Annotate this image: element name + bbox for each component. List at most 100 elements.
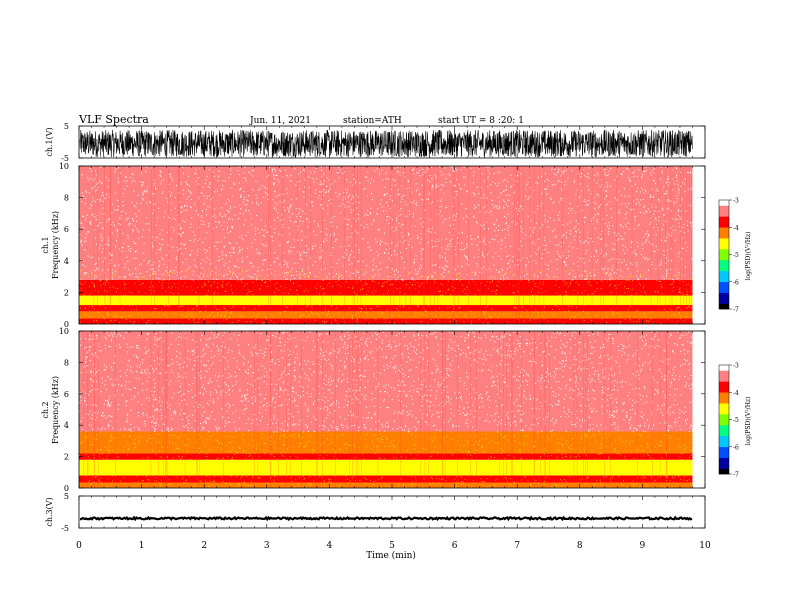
colorbar-swatch [719, 393, 729, 397]
colorbar-swatch [719, 285, 729, 288]
spectral-band [79, 453, 693, 460]
colorbar-swatch [719, 397, 729, 400]
ch2-colorbar-label: log(PSD)(V²/Hz) [745, 397, 752, 446]
colorbar-swatch [719, 375, 729, 379]
ch2-frequency-label: Frequency (kHz) [51, 376, 60, 444]
spectral-band [79, 331, 693, 432]
colorbar-swatch [719, 225, 729, 228]
colorbar-swatch [719, 295, 729, 299]
spectral-band [79, 318, 693, 324]
spectral-band [79, 431, 693, 454]
spectral-band [79, 295, 693, 306]
x-tick-label: 1 [139, 541, 145, 551]
colorbar-tick-label: -6 [733, 444, 739, 451]
spectral-low-noise [79, 433, 694, 489]
y-tick-label: 10 [59, 162, 69, 171]
colorbar-swatch [719, 256, 729, 259]
colorbar-swatch [719, 428, 729, 431]
colorbar-swatch [719, 301, 729, 304]
colorbar-swatch [719, 450, 729, 453]
x-tick-label: 9 [640, 541, 646, 551]
colorbar-swatch [719, 395, 729, 398]
colorbar-swatch [719, 236, 729, 239]
colorbar-swatch [719, 214, 729, 217]
colorbar-swatch [719, 426, 729, 429]
colorbar-swatch [719, 391, 729, 395]
colorbar-swatch [719, 299, 729, 303]
station-label: station=ATH [343, 116, 402, 126]
y-tick-label: 6 [64, 390, 69, 399]
colorbar-swatch [719, 226, 729, 230]
ch1-waveform-panel: ch.1(V) 5 -5 [45, 122, 706, 163]
colorbar-swatch [719, 205, 729, 208]
colorbar-swatch [719, 250, 729, 253]
ch3-waveform-trace [80, 515, 693, 522]
colorbar-swatch [719, 364, 729, 368]
colorbar-swatch [719, 292, 729, 295]
colorbar-swatch [719, 442, 729, 446]
colorbar-swatch [719, 381, 729, 384]
colorbar-swatch [719, 401, 729, 404]
colorbar-swatch [719, 439, 729, 442]
ch3-y-axis-label: ch.3(V) [45, 497, 54, 526]
colorbar-swatch [719, 370, 729, 373]
colorbar-swatch [719, 266, 729, 270]
colorbar-swatch [719, 460, 729, 464]
spectral-band [79, 311, 693, 319]
colorbar-swatch [719, 241, 729, 244]
colorbar-swatch [719, 422, 729, 426]
figure-title: VLF Spectra [78, 113, 149, 126]
x-tick-label: 7 [514, 541, 520, 551]
y-tick-label: 2 [64, 453, 69, 462]
colorbar-swatch [719, 203, 729, 206]
spectral-band [79, 166, 693, 280]
colorbar-swatch [719, 234, 729, 237]
colorbar-swatch [719, 221, 729, 224]
colorbar-swatch [719, 468, 729, 471]
colorbar-swatch [719, 430, 729, 433]
colorbar-tick-label: -7 [733, 307, 739, 314]
colorbar-swatch [719, 210, 729, 214]
colorbar-swatch [719, 437, 729, 440]
colorbar-swatch [719, 305, 729, 308]
colorbar-swatch [719, 459, 729, 462]
colorbar-swatch [719, 424, 729, 428]
colorbar-swatch [719, 254, 729, 257]
colorbar-swatch [719, 402, 729, 406]
y-tick-label: 10 [59, 327, 69, 336]
colorbar-tick-label: -6 [733, 279, 739, 286]
colorbar-swatch [719, 303, 729, 306]
ch1-colorbar: log(PSD)(V²/Hz) -3 -4 -5 -6 -7 [718, 198, 752, 314]
colorbar-swatch [719, 272, 729, 275]
waveform-frame [78, 495, 706, 529]
colorbar-swatch [719, 206, 729, 210]
ch1-frequency-label: Frequency (kHz) [51, 211, 60, 279]
colorbar-swatch [719, 199, 729, 203]
colorbar-swatch [719, 373, 729, 377]
y-tick-label: 8 [64, 358, 69, 367]
colorbar-swatch [719, 276, 729, 279]
colorbar-swatch [719, 274, 729, 277]
colorbar-swatch [719, 466, 729, 469]
colorbar-swatch [719, 279, 729, 283]
colorbar-swatch [719, 283, 729, 286]
x-tick-label: 0 [76, 541, 82, 551]
x-tick-label: 3 [264, 541, 270, 551]
colorbar-swatch [719, 433, 729, 437]
colorbar-swatch [719, 286, 729, 290]
colorbar-swatch [719, 448, 729, 451]
ch2-colorbar: log(PSD)(V²/Hz) -3 -4 -5 -6 -7 [718, 363, 752, 479]
colorbar-swatch [719, 406, 729, 409]
colorbar-swatch [719, 270, 729, 273]
x-tick-label: 2 [201, 541, 207, 551]
colorbar-swatch [719, 371, 729, 375]
colorbar-swatch [719, 245, 729, 248]
colorbar-swatch [719, 377, 729, 380]
ch2-spectrogram-panel: ch.2 Frequency (kHz) 0 2 4 6 8 10 [41, 327, 706, 493]
y-tick-label: -5 [61, 524, 69, 533]
date-label: Jun. 11, 2021 [249, 116, 311, 126]
x-axis-label: Time (min) [366, 550, 416, 561]
x-tick-label: 6 [452, 541, 458, 551]
colorbar-swatch [719, 399, 729, 402]
